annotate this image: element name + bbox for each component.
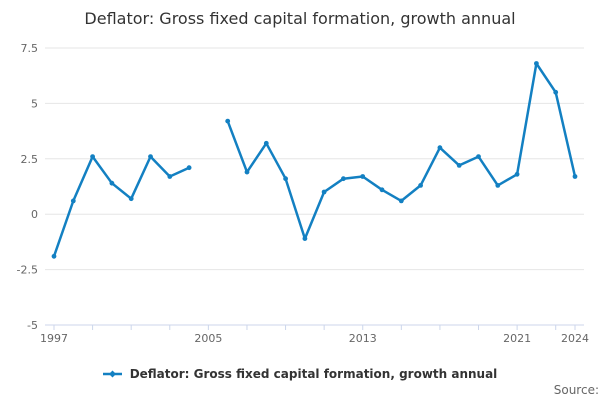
x-axis-tick-label: 2021 (503, 332, 531, 345)
axes-group: -5 -2.5 0 2.5 5 7.5 1997 2005 2013 2021 2024 (17, 42, 589, 345)
data-point-marker (128, 196, 134, 202)
data-point-marker (398, 198, 404, 204)
data-point-marker (418, 183, 423, 188)
data-point-marker (572, 174, 578, 179)
data-point-marker (167, 174, 173, 179)
data-point-marker (225, 118, 231, 124)
series-line (52, 62, 577, 258)
y-axis-tick-label: -5 (27, 319, 38, 332)
x-axis-tick-label: 2013 (349, 332, 377, 345)
data-point-marker (302, 236, 308, 242)
data-point-marker (321, 189, 327, 195)
data-point-marker (553, 89, 559, 95)
data-point-marker (495, 183, 501, 188)
data-point-marker (456, 163, 462, 168)
x-axis-tick-label: 1997 (40, 332, 68, 345)
chart-title: Deflator: Gross fixed capital formation,… (84, 9, 516, 28)
data-point-marker (244, 169, 250, 175)
data-point-marker (534, 61, 539, 66)
x-axis-tick-label: 2024 (561, 332, 589, 345)
y-axis-tick-label: -2.5 (17, 264, 38, 277)
data-point-marker (186, 165, 192, 171)
y-axis-tick-label: 0 (31, 208, 38, 221)
data-point-marker (283, 176, 288, 182)
y-axis-tick-label: 2.5 (21, 153, 39, 166)
legend-label: Deflator: Gross fixed capital formation,… (129, 367, 498, 381)
data-point-marker (379, 187, 385, 193)
data-point-marker (109, 180, 115, 186)
data-point-marker (437, 145, 443, 151)
source-note: Source: (553, 383, 599, 397)
data-point-marker (514, 171, 520, 177)
data-point-marker (476, 154, 481, 160)
data-point-marker (148, 154, 153, 160)
legend[interactable]: Deflator: Gross fixed capital formation,… (0, 364, 600, 384)
gridlines-group (45, 47, 584, 326)
data-point-marker (70, 198, 76, 204)
y-axis-tick-label: 5 (31, 97, 38, 110)
legend-marker-icon (102, 370, 122, 378)
series-group (51, 61, 578, 259)
data-point-marker (51, 253, 57, 259)
data-point-marker (90, 154, 95, 160)
data-point-marker (263, 140, 269, 146)
data-point-marker (341, 176, 346, 182)
y-axis-tick-label: 7.5 (21, 42, 39, 55)
x-axis-tick-label: 2005 (194, 332, 222, 345)
data-point-marker (360, 174, 366, 179)
